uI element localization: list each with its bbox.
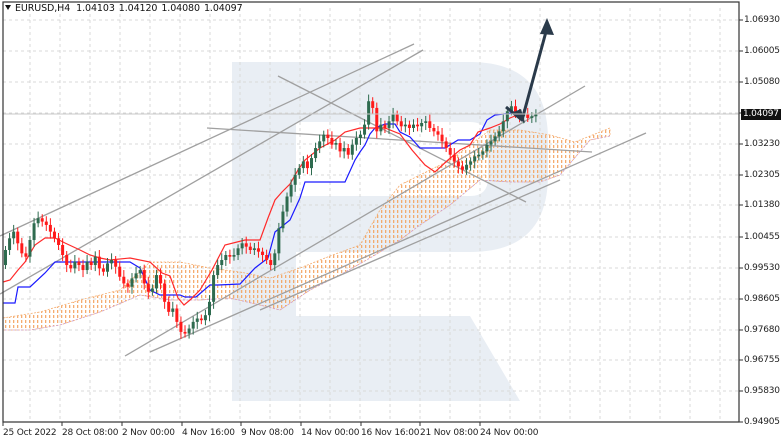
time-label: 25 Oct 2022: [3, 428, 57, 438]
chart-frame: [2, 1, 743, 426]
price-label: 1.01380: [744, 200, 780, 210]
price-label: 1.05080: [744, 77, 780, 87]
price-label: 1.02305: [744, 170, 780, 180]
kijun-sen-line: [3, 112, 513, 304]
time-label: 16 Nov 16:00: [361, 428, 420, 438]
symbol-info-bar: EURUSD,H4 1.04103 1.04120 1.04080 1.04097: [5, 3, 247, 14]
price-label: 1.03230: [744, 139, 780, 149]
symbol-timeframe: EURUSD,H4: [15, 3, 71, 14]
close-value: 1.04097: [203, 3, 243, 14]
candlesticks: [4, 94, 538, 339]
open-value: 1.04103: [76, 3, 115, 14]
low-value: 1.04080: [161, 3, 200, 14]
price-label: 0.97680: [744, 325, 780, 335]
high-value: 1.04120: [118, 3, 158, 14]
grid-lines: [3, 8, 739, 422]
time-label: 2 Nov 00:00: [122, 428, 175, 438]
price-label: 0.98605: [744, 294, 780, 304]
price-label: 0.94905: [744, 417, 780, 427]
forecast-arrow[interactable]: [505, 18, 554, 123]
price-label: 0.99530: [744, 263, 780, 273]
time-label: 14 Nov 00:00: [301, 428, 360, 438]
price-label: 1.06930: [744, 15, 780, 25]
time-label: 9 Nov 08:00: [241, 428, 294, 438]
price-label: 1.06005: [744, 46, 780, 56]
time-label: 21 Nov 08:00: [420, 428, 479, 438]
price-label: 0.95830: [744, 386, 780, 396]
time-label: 24 Nov 00:00: [480, 428, 539, 438]
tenkan-sen-line: [2, 113, 521, 306]
price-label: 1.00455: [744, 232, 780, 242]
time-label: 4 Nov 16:00: [182, 428, 235, 438]
trendlines[interactable]: [0, 43, 647, 357]
current-price-tag: 1.04097: [741, 109, 781, 120]
time-label: 28 Oct 08:00: [62, 428, 119, 438]
collapse-triangle-icon[interactable]: [5, 5, 11, 10]
price-label: 0.96755: [744, 355, 780, 365]
